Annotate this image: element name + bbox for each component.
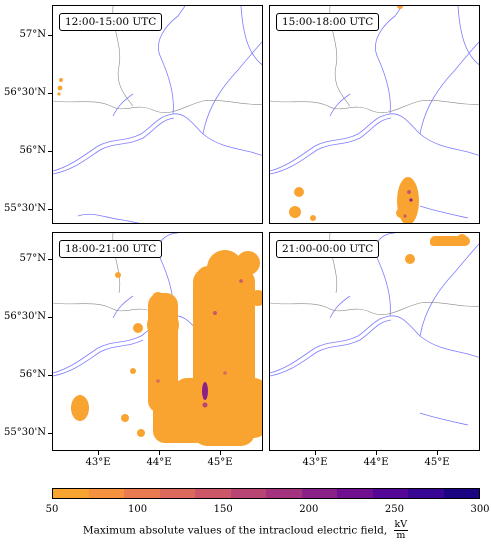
lon-tick [437, 451, 438, 455]
map-layer [53, 233, 262, 446]
lat-tick [48, 35, 52, 36]
colorbar-tick-label: 200 [299, 504, 319, 515]
map-layer [270, 6, 479, 223]
panel-title: 21:00-00:00 UTC [276, 240, 380, 258]
colorbar-tick-label: 250 [384, 504, 404, 515]
colorbar-tick-label: 300 [470, 504, 490, 515]
lon-tick [159, 451, 160, 455]
lat-tick [48, 433, 52, 434]
lat-tick [48, 209, 52, 210]
lat-label: 57°N [19, 253, 46, 264]
colorbar-segment [408, 489, 444, 498]
map-panel-3: 18:00-21:00 UTC [52, 232, 263, 451]
lon-label: 44°E [146, 457, 172, 468]
lon-tick [376, 451, 377, 455]
map-panel-2: 15:00-18:00 UTC [269, 5, 480, 224]
map-panel-4: 21:00-00:00 UTC [269, 232, 480, 451]
colorbar-label: Maximum absolute values of the intraclou… [82, 524, 388, 537]
panel-title: 15:00-18:00 UTC [276, 13, 380, 31]
lat-tick [48, 317, 52, 318]
colorbar-tick-label: 150 [213, 504, 233, 515]
lon-label: 43°E [85, 457, 111, 468]
colorbar-tick-label: 50 [45, 504, 59, 515]
colorbar-segment [301, 489, 337, 498]
lat-label: 55°30'N [4, 203, 46, 214]
map-panel-1: 12:00-15:00 UTC [52, 5, 263, 224]
lon-label: 45°E [207, 457, 233, 468]
lat-label: 56°30'N [4, 311, 46, 322]
colorbar-title: Maximum absolute values of the intraclou… [0, 520, 491, 541]
lon-label: 44°E [363, 457, 389, 468]
colorbar-segment [266, 489, 302, 498]
colorbar-segment [337, 489, 373, 498]
colorbar-tick-label: 100 [128, 504, 148, 515]
map-layer [270, 233, 479, 426]
lat-tick [48, 151, 52, 152]
lat-label: 56°30'N [4, 87, 46, 98]
unit-denominator: m [396, 530, 406, 541]
unit-numerator: kV [393, 519, 409, 531]
lat-tick [48, 93, 52, 94]
colorbar-segment [195, 489, 231, 498]
lat-tick [48, 375, 52, 376]
colorbar-segment [443, 489, 479, 498]
lon-tick [220, 451, 221, 455]
colorbar-segment [230, 489, 266, 498]
lat-label: 56°N [19, 369, 46, 380]
colorbar-segment [372, 489, 408, 498]
panel-title: 12:00-15:00 UTC [59, 13, 163, 31]
colorbar-segment [124, 489, 160, 498]
lat-label: 57°N [19, 29, 46, 40]
lon-tick [315, 451, 316, 455]
colorbar [52, 488, 480, 499]
lat-label: 56°N [19, 145, 46, 156]
colorbar-segment [159, 489, 195, 498]
unit-fraction: kV m [393, 519, 409, 541]
map-layer [53, 6, 262, 223]
lon-label: 43°E [302, 457, 328, 468]
panel-title: 18:00-21:00 UTC [59, 240, 163, 258]
lat-tick [48, 259, 52, 260]
colorbar-segment [53, 489, 89, 498]
lat-label: 55°30'N [4, 427, 46, 438]
lon-tick [98, 451, 99, 455]
colorbar-segment [88, 489, 124, 498]
lon-label: 45°E [424, 457, 450, 468]
